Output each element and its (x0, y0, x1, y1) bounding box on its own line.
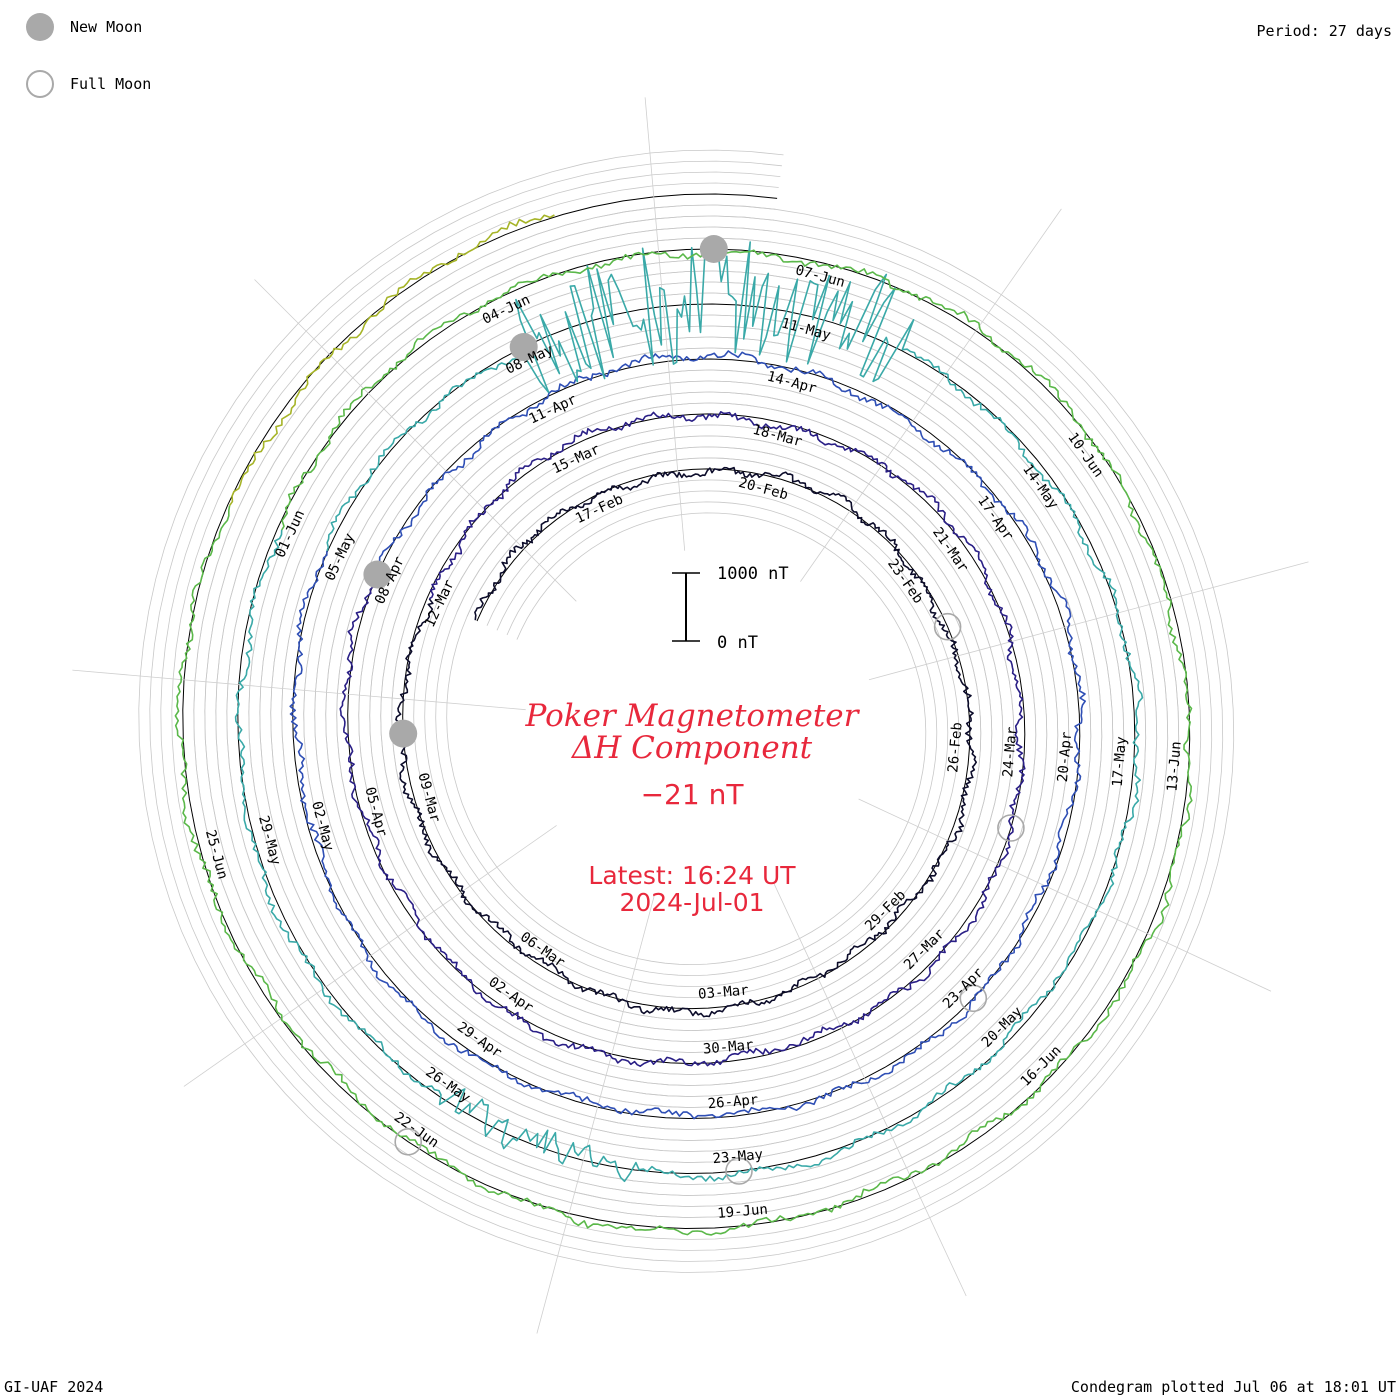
baseline-spiral (182, 193, 1191, 1230)
grid-spoke (72, 669, 526, 711)
date-label: 14-May (1019, 461, 1061, 512)
grid-spoke (800, 208, 1062, 582)
date-label: 14-Apr (765, 369, 818, 398)
grid-spoke (773, 883, 967, 1297)
grid-spoke (858, 798, 1272, 992)
full-moon-marker (959, 984, 988, 1013)
new-moon-marker (363, 560, 392, 589)
date-label: 19-Jun (717, 1202, 769, 1222)
new-moon-marker (509, 333, 538, 361)
legend-new-moon-label: New Moon (70, 18, 143, 36)
grid-spiral (138, 149, 1235, 1273)
new-moon-marker (699, 235, 728, 263)
date-label: 12-Mar (422, 577, 458, 630)
scale-bottom-label: 0 nT (717, 633, 758, 653)
scale-top-label: 1000 nT (717, 564, 789, 584)
series-lap-3 (289, 350, 1086, 1120)
full-moon-marker (933, 612, 962, 641)
date-label: 01-Jun (272, 508, 308, 561)
new-moon-marker (389, 719, 418, 748)
series-lap-1 (395, 466, 977, 1018)
legend-new-moon: New Moon (26, 13, 142, 41)
date-label: 29-May (255, 814, 284, 867)
legend-full-moon: Full Moon (26, 70, 151, 98)
grid-spoke (536, 893, 656, 1334)
series-lap-2 (339, 411, 1026, 1067)
data-series (174, 214, 1193, 1236)
date-label: 26-Apr (707, 1092, 759, 1112)
grid-spoke (183, 825, 557, 1087)
series-lap-6 (228, 214, 555, 507)
date-label: 24-Mar (1000, 726, 1020, 778)
date-label: 13-Jun (1164, 741, 1184, 793)
full-moon-marker (394, 1128, 423, 1156)
latest-time: Latest: 16:24 UT (588, 861, 796, 890)
date-label: 25-Jun (202, 828, 231, 881)
latest-date: 2024-Jul-01 (619, 888, 764, 917)
date-label: 23-Apr (940, 965, 987, 1012)
new-moon-icon (26, 13, 54, 41)
grid-spiral (171, 182, 1202, 1240)
date-label: 20-May (979, 1004, 1026, 1051)
scale-bar: 1000 nT 0 nT (672, 564, 789, 653)
date-label: 27-Mar (901, 926, 948, 973)
series-lap-5 (174, 249, 1193, 1236)
date-label: 29-Apr (454, 1019, 505, 1061)
series-lap-4 (234, 241, 1144, 1183)
chart-title-line2: ΔH Component (571, 730, 813, 766)
date-label: 17-May (1110, 736, 1130, 788)
polar-grid (72, 97, 1309, 1334)
date-label: 22-Jun (391, 1109, 442, 1151)
date-label: 23-Feb (884, 556, 926, 607)
credit-label: GI-UAF 2024 (4, 1378, 104, 1396)
full-moon-marker (725, 1157, 753, 1185)
legend-full-moon-label: Full Moon (70, 75, 152, 93)
date-label: 05-May (322, 531, 358, 584)
date-label: 02-Apr (485, 974, 536, 1016)
date-label: 30-Mar (702, 1037, 754, 1057)
date-label: 23-May (712, 1147, 764, 1167)
moon-markers (363, 235, 1025, 1185)
date-label: 26-Feb (945, 722, 965, 774)
date-label: 17-Apr (974, 493, 1016, 544)
grid-spiral (160, 171, 1213, 1251)
date-label: 03-Mar (698, 982, 750, 1002)
full-moon-icon (26, 70, 54, 98)
period-label: Period: 27 days (1256, 22, 1392, 40)
grid-spiral (149, 160, 1224, 1262)
grid-spoke (868, 561, 1309, 681)
date-label: 20-Apr (1055, 731, 1075, 783)
chart-title-line1: Poker Magnetometer (525, 698, 861, 734)
date-label: 05-Apr (361, 785, 390, 838)
full-moon-marker (997, 814, 1025, 842)
date-label: 06-Mar (517, 929, 568, 971)
plotted-timestamp: Condegram plotted Jul 06 at 18:01 UT (1070, 1378, 1396, 1396)
grid-spoke (644, 97, 686, 551)
date-label: 21-Mar (929, 525, 971, 576)
current-value: −21 nT (641, 778, 745, 811)
